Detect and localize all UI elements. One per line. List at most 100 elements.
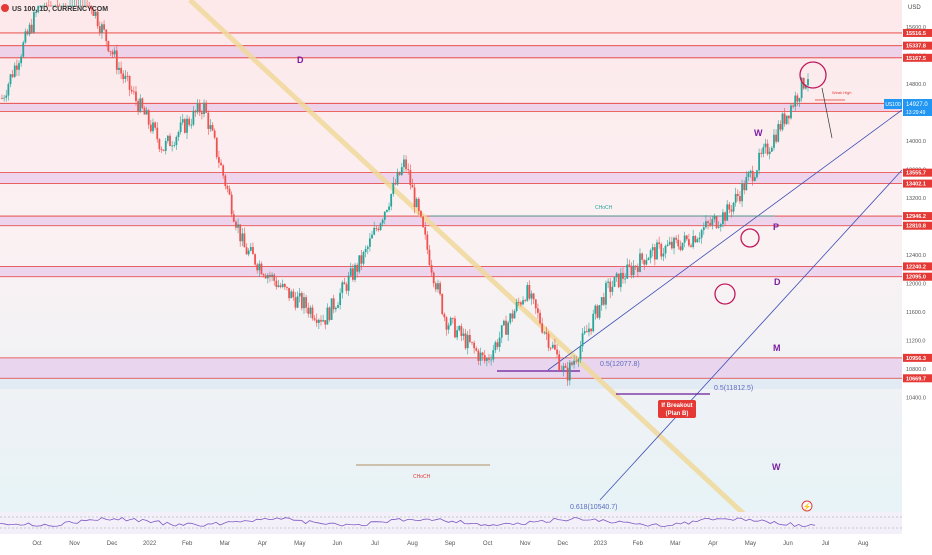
candle-body: [662, 253, 665, 257]
symbol-title: US 100, 1D, CURRENCYCOM: [12, 6, 108, 13]
candle-body: [162, 149, 165, 151]
candle-body: [77, 5, 80, 7]
candle-body: [71, 5, 74, 7]
candle-body: [517, 302, 520, 303]
candle-body: [377, 228, 380, 230]
yellow-trendline: [188, 0, 747, 517]
candle-body: [681, 242, 684, 250]
candle-body: [458, 326, 461, 331]
candle-body: [422, 216, 424, 228]
candle-body: [715, 216, 718, 228]
candle-body: [768, 151, 771, 155]
candle-body: [485, 358, 488, 361]
candle-body: [381, 219, 384, 224]
time-axis[interactable]: Oct Nov Dec 2022 Feb Mar Apr May Jun Jul Aug Sep Oct…: [0, 534, 902, 550]
candle-body: [571, 362, 573, 365]
candle-body: [190, 124, 193, 126]
candle-body: [573, 360, 575, 365]
candle-body: [224, 175, 227, 186]
candle-body: [309, 307, 312, 314]
candle-body: [804, 85, 807, 89]
candle-body: [658, 242, 661, 245]
candle-body: [15, 65, 18, 70]
candle-body: [700, 230, 703, 238]
time-tick-label: Dec: [107, 541, 118, 547]
candle-body: [560, 369, 563, 371]
breakout-label-box: [658, 400, 696, 418]
candle-body: [118, 67, 120, 70]
candle-body: [90, 5, 93, 10]
candle-body: [556, 349, 558, 355]
fib-05-label-b: 0.5(11812.5): [714, 385, 753, 392]
candle-body: [551, 344, 554, 348]
candle-body: [392, 182, 395, 194]
candle-body: [779, 124, 782, 130]
candle-body: [656, 242, 658, 260]
candle-body: [171, 145, 174, 147]
candle-body: [747, 173, 750, 178]
candle-body: [149, 124, 152, 132]
candle-body: [73, 5, 76, 7]
candle-body: [222, 165, 225, 176]
candle-body: [745, 177, 748, 191]
candle-body: [394, 182, 397, 185]
candle-body: [579, 346, 582, 360]
candle-body: [81, 5, 84, 7]
candle-body: [694, 236, 697, 243]
candles-layer: [1, 0, 809, 386]
candle-body: [454, 318, 456, 338]
time-tick-label: Aug: [407, 541, 418, 547]
lightning-icon[interactable]: [801, 500, 813, 512]
annotation-d-right: D: [774, 277, 781, 287]
candle-body: [792, 105, 795, 107]
candle-body: [770, 147, 773, 152]
candle-body: [549, 347, 552, 349]
candle-body: [132, 91, 135, 93]
candle-body: [511, 313, 514, 319]
candle-body: [456, 330, 459, 338]
candle-body: [751, 170, 754, 181]
choch-label-mid: CHoCH: [595, 205, 613, 211]
candle-body: [52, 5, 54, 7]
candle-body: [303, 297, 305, 309]
candle-body: [205, 102, 208, 113]
candle-body: [728, 204, 731, 210]
candle-body: [173, 145, 176, 146]
candle-body: [411, 184, 414, 188]
price-tick-label: 10800.0: [906, 367, 926, 373]
price-axis[interactable]: USD 15600.015200.014800.014400.014000.01…: [902, 0, 932, 550]
candle-body: [26, 31, 29, 35]
candle-body: [473, 342, 476, 349]
candle-body: [196, 103, 199, 113]
candle-body: [726, 204, 729, 221]
candle-body: [181, 119, 184, 123]
candle-body: [235, 221, 237, 228]
candle-body: [345, 284, 348, 291]
candle-body: [636, 267, 639, 272]
candle-body: [607, 281, 609, 283]
candle-body: [507, 322, 510, 335]
symbol-header[interactable]: US 100, 1D, CURRENCYCOM: [1, 4, 108, 13]
candle-body: [62, 5, 65, 7]
candle-body: [364, 249, 367, 253]
price-tick-label: 15600.0: [906, 25, 926, 31]
candle-body: [424, 227, 427, 235]
zone-band: [0, 266, 902, 277]
candle-body: [360, 255, 363, 264]
candle-body: [722, 212, 724, 225]
candle-body: [698, 237, 701, 240]
zone-band: [0, 45, 902, 58]
candle-body: [690, 245, 692, 247]
candle-body: [541, 323, 544, 333]
candle-body: [237, 224, 239, 228]
candle-body: [226, 185, 229, 189]
candle-body: [562, 365, 565, 371]
candle-body: [154, 122, 157, 128]
candle-body: [522, 300, 524, 305]
candle-body: [577, 359, 580, 362]
time-tick-label: Nov: [520, 541, 531, 547]
time-tick-label: Feb: [633, 541, 644, 547]
candle-body: [773, 134, 775, 148]
